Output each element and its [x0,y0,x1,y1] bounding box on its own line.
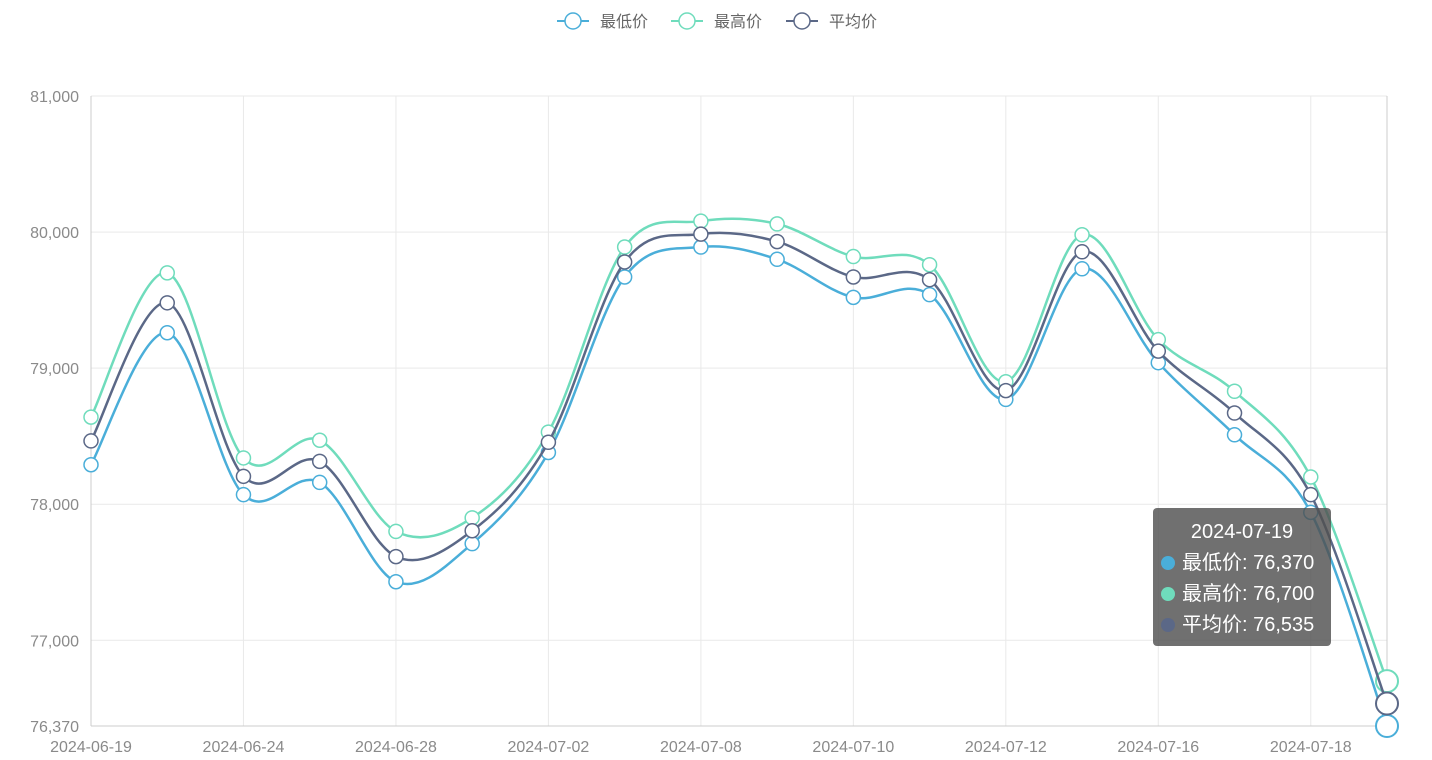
data-point-avg[interactable] [845,269,862,285]
data-point-high[interactable] [1074,227,1090,243]
data-point-avg[interactable] [464,522,480,539]
x-tick-label: 2024-07-18 [1270,739,1352,756]
tooltip-value-high: 最高价: 76,700 [1182,583,1315,605]
legend-item-high[interactable]: 最高价 [671,12,762,31]
data-point-avg[interactable] [83,433,99,449]
tooltip-row-high: 最高价: 76,700 [1161,579,1323,610]
data-point-low[interactable] [464,535,480,552]
series-high [83,213,1399,694]
data-point-avg[interactable] [921,271,938,288]
data-point-low[interactable] [921,286,938,303]
data-point-high[interactable] [693,213,709,229]
series-line-low [89,245,1389,727]
x-tick-label: 2024-06-28 [355,739,437,756]
series-lines [83,213,1399,738]
tooltip-dot-low [1161,556,1175,570]
data-point-low[interactable] [616,269,633,285]
data-point-avg[interactable] [616,254,633,270]
data-point-high[interactable] [464,510,480,526]
data-point-avg[interactable] [311,453,328,470]
data-point-low[interactable] [235,486,252,503]
data-point-high[interactable] [235,450,252,466]
data-point-high[interactable] [921,256,938,273]
data-point-low[interactable] [1375,714,1399,738]
data-point-avg[interactable] [1074,244,1090,260]
data-point-avg[interactable] [235,468,252,485]
legend-circle-icon [678,12,696,30]
x-tick-label: 2024-07-08 [660,739,742,756]
data-point-low[interactable] [693,239,709,255]
x-tick-label: 2024-06-24 [203,739,285,756]
legend-label: 最低价 [600,13,648,31]
tooltip-row-avg: 平均价: 76,535 [1161,610,1323,641]
data-point-high[interactable] [388,523,404,540]
y-tick-label: 77,000 [30,633,79,650]
data-point-high[interactable] [1226,383,1243,400]
y-tick-label: 79,000 [30,361,79,378]
data-point-avg[interactable] [1303,486,1319,503]
x-tick-label: 2024-07-10 [812,739,894,756]
data-point-low[interactable] [1074,261,1090,277]
series-line-avg [89,231,1389,704]
legend-circle-icon [564,12,582,30]
data-point-high[interactable] [83,409,99,425]
data-point-high[interactable] [1303,469,1319,485]
legend-item-low[interactable]: 最低价 [557,12,648,31]
data-point-high[interactable] [616,239,633,255]
data-point-low[interactable] [159,325,175,341]
y-tick-label: 80,000 [30,225,79,242]
data-point-avg[interactable] [1375,691,1399,716]
tooltip-dot-high [1161,587,1175,601]
tooltip: 2024-07-19 最低价: 76,370 最高价: 76,700 平均价: … [1153,508,1331,646]
data-point-avg[interactable] [159,295,175,311]
data-point-avg[interactable] [388,548,404,565]
series-low [83,239,1399,738]
data-point-low[interactable] [845,289,862,306]
legend[interactable]: 最低价 最高价 平均价 [557,12,877,31]
data-point-avg[interactable] [998,382,1014,399]
y-tick-label: 76,370 [30,719,79,736]
axes: 81,000 80,000 79,000 78,000 77,000 76,370 2024… [30,89,1388,756]
legend-label: 平均价 [829,13,877,31]
data-point-high[interactable] [311,432,328,449]
x-tick-label: 2024-07-12 [965,739,1047,756]
data-point-low[interactable] [769,251,785,268]
x-tick-label: 2024-06-19 [50,739,132,756]
tooltip-title: 2024-07-19 [1190,521,1294,543]
y-tick-label: 81,000 [30,89,79,106]
data-point-avg[interactable] [1150,343,1167,359]
data-point-low[interactable] [388,574,404,590]
data-point-avg[interactable] [769,233,785,250]
data-point-high[interactable] [845,248,862,265]
tooltip-value-avg: 平均价: 76,535 [1182,614,1315,636]
tooltip-dot-avg [1161,618,1175,632]
data-point-high[interactable] [159,265,175,281]
legend-circle-icon [793,12,811,30]
tooltip-value-low: 最低价: 76,370 [1182,552,1315,574]
data-point-low[interactable] [1226,427,1243,443]
legend-item-avg[interactable]: 平均价 [786,12,877,31]
x-tick-label: 2024-07-16 [1117,739,1199,756]
data-point-low[interactable] [83,456,99,473]
data-point-high[interactable] [769,216,785,232]
series-avg [83,226,1399,716]
data-point-avg[interactable] [540,434,557,451]
x-tick-label: 2024-07-02 [507,739,589,756]
data-point-avg[interactable] [693,226,709,242]
data-point-avg[interactable] [1226,405,1243,421]
tooltip-row-low: 最低价: 76,370 [1161,548,1323,579]
series-line-high [89,217,1389,682]
y-tick-label: 78,000 [30,497,79,514]
data-point-low[interactable] [311,474,328,491]
legend-label: 最高价 [714,13,762,31]
